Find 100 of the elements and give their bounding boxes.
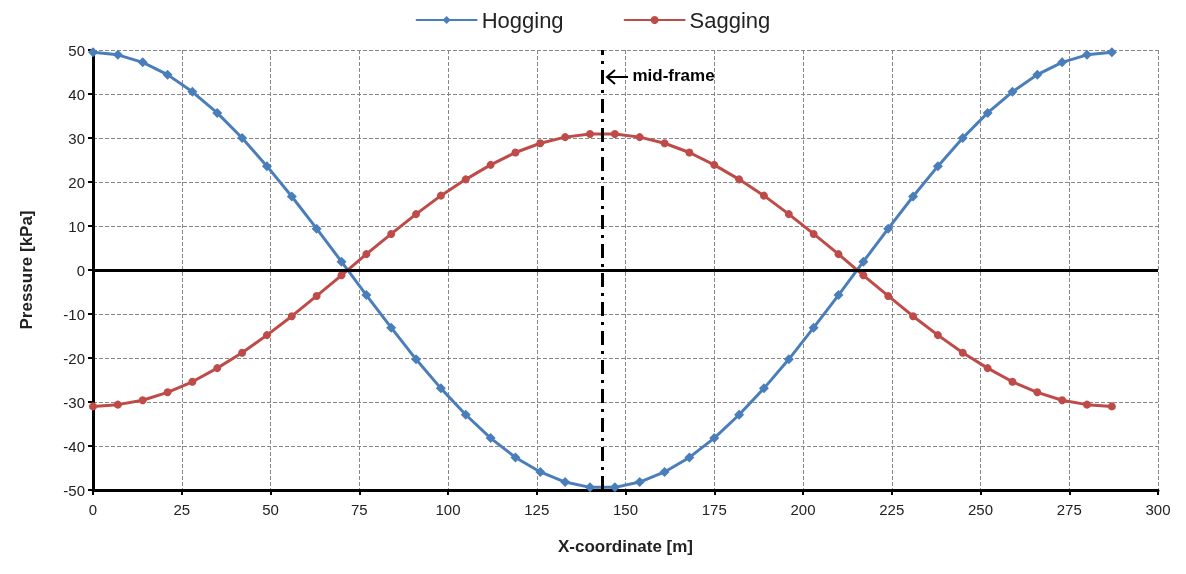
x-tick-label: 75 (350, 501, 368, 518)
point (684, 452, 695, 463)
point (386, 322, 397, 333)
point (1032, 69, 1043, 80)
point (361, 290, 372, 301)
point (634, 477, 645, 488)
point (585, 482, 595, 493)
point (89, 402, 97, 411)
point (560, 477, 571, 488)
point (312, 291, 321, 300)
y-tick-label: 50 (68, 41, 85, 59)
point (908, 191, 919, 202)
y-tick-label: -50 (63, 481, 85, 499)
point (485, 433, 496, 444)
point (112, 49, 123, 60)
y-tick-label: -10 (63, 305, 85, 323)
point (163, 388, 172, 397)
x-axis-title: X-coordinate [m] (557, 537, 694, 556)
y-axis-title: Pressure [kPa] (17, 210, 36, 330)
point (138, 396, 147, 405)
point (933, 331, 942, 340)
point (783, 354, 794, 365)
point (1082, 49, 1092, 60)
point (535, 466, 546, 477)
point (735, 175, 744, 184)
y-tick-label: -20 (63, 349, 85, 367)
y-tick-label: 20 (68, 173, 85, 191)
point (635, 133, 644, 142)
point (834, 250, 843, 259)
point (709, 433, 720, 444)
point (261, 161, 272, 172)
point (436, 191, 445, 200)
point (808, 322, 819, 333)
point (1008, 377, 1017, 386)
point (486, 160, 495, 169)
point (858, 256, 869, 267)
point (734, 409, 745, 420)
point (311, 223, 322, 234)
point (1083, 400, 1091, 409)
x-tick-label: 300 (1145, 501, 1171, 518)
point (362, 250, 371, 259)
point (561, 133, 570, 142)
point (1107, 402, 1116, 411)
point (511, 148, 520, 157)
legend-label: Sagging (689, 7, 771, 33)
point (909, 312, 918, 321)
point (262, 331, 271, 340)
point (833, 290, 844, 301)
point (137, 57, 148, 68)
point (758, 383, 769, 394)
point (1058, 396, 1067, 405)
y-tick-label: 0 (76, 261, 85, 279)
point (610, 130, 619, 139)
point (88, 47, 98, 58)
point (213, 364, 222, 373)
point (1106, 47, 1117, 58)
point (286, 191, 297, 202)
point (884, 291, 893, 300)
point (460, 409, 471, 420)
ref-line-label: mid-frame (632, 66, 715, 86)
point (238, 348, 247, 357)
point (237, 133, 248, 143)
point (336, 256, 347, 267)
point (659, 466, 670, 477)
point (982, 107, 993, 118)
y-tick-label: 30 (68, 129, 85, 147)
point (809, 229, 818, 238)
point (883, 223, 894, 234)
point (337, 271, 346, 280)
x-tick-label: 0 (88, 501, 98, 518)
point (1007, 86, 1018, 97)
x-tick-label: 125 (524, 501, 550, 518)
x-tick-label: 225 (879, 501, 905, 518)
point (958, 348, 967, 357)
point (536, 139, 545, 148)
point (212, 107, 223, 118)
x-tick-label: 50 (262, 501, 279, 518)
point (113, 400, 122, 409)
y-tick-label: 40 (68, 85, 85, 103)
point (387, 229, 396, 238)
point (1057, 57, 1068, 68)
point (435, 383, 446, 394)
legend-label: Hogging (481, 7, 564, 33)
y-tick-label: -40 (63, 437, 85, 455)
point (510, 452, 521, 463)
point (685, 148, 694, 157)
point (187, 86, 198, 97)
point (660, 139, 669, 148)
point (188, 377, 197, 386)
x-tick-label: 25 (173, 501, 191, 518)
point (287, 312, 296, 321)
x-tick-label: 275 (1056, 501, 1082, 518)
x-tick-label: 175 (701, 501, 727, 518)
y-tick-label: -30 (63, 393, 85, 411)
point (784, 210, 793, 219)
point (586, 130, 594, 139)
x-tick-label: 250 (967, 501, 994, 518)
point (412, 210, 421, 219)
point (859, 271, 868, 280)
point (710, 160, 719, 169)
